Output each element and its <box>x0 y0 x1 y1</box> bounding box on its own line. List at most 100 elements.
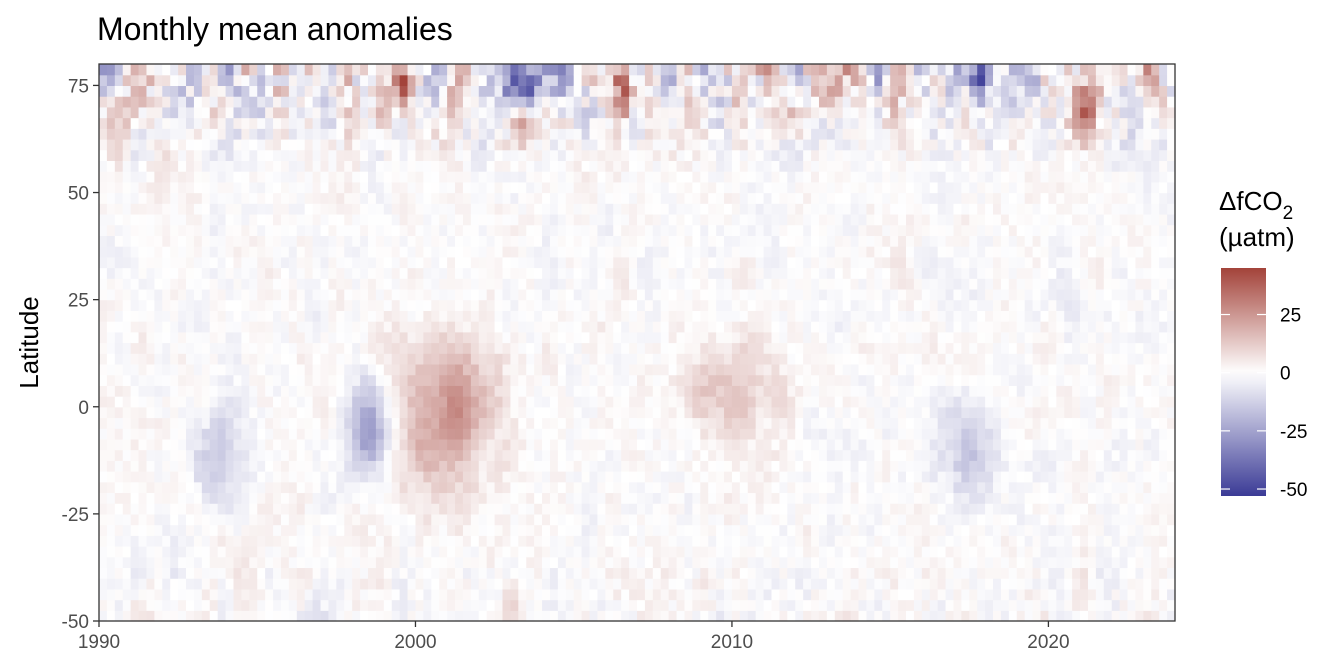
heatmap-cell <box>447 203 456 215</box>
heatmap-cell <box>407 374 417 386</box>
heatmap-cell <box>581 278 591 290</box>
heatmap-cell <box>186 74 195 87</box>
heatmap-cell <box>811 567 820 579</box>
heatmap-cell <box>502 74 512 87</box>
heatmap-cell <box>106 481 116 494</box>
heatmap-cell <box>470 299 480 311</box>
heatmap-cell <box>668 310 678 322</box>
heatmap-cell <box>455 213 464 226</box>
heatmap-cell <box>391 192 401 204</box>
heatmap-cell <box>747 578 757 590</box>
heatmap-cell <box>296 535 306 547</box>
heatmap-cell <box>209 256 219 269</box>
heatmap-cell <box>407 224 417 236</box>
heatmap-cell <box>818 181 828 194</box>
heatmap-cell <box>288 588 298 601</box>
heatmap-cell <box>565 406 575 419</box>
heatmap-cell <box>146 278 155 290</box>
heatmap-cell <box>470 374 480 386</box>
heatmap-cell <box>597 288 606 301</box>
heatmap-cell <box>130 578 140 590</box>
heatmap-cell <box>225 406 235 419</box>
heatmap-cell <box>747 181 757 194</box>
heatmap-cell <box>739 503 749 515</box>
heatmap-cell <box>383 310 393 322</box>
heatmap-cell <box>644 171 654 183</box>
heatmap-cell <box>273 192 282 204</box>
heatmap-cell <box>771 546 781 558</box>
heatmap-cell <box>193 203 203 215</box>
heatmap-cell <box>549 374 559 386</box>
heatmap-cell <box>154 449 163 461</box>
heatmap-cell <box>787 396 796 408</box>
heatmap-cell <box>811 374 820 386</box>
heatmap-cell <box>510 149 519 161</box>
heatmap-cell <box>510 578 519 590</box>
heatmap-cell <box>431 310 440 322</box>
heatmap-cell <box>122 481 132 494</box>
heatmap-cell <box>534 85 543 97</box>
heatmap-cell <box>692 535 701 547</box>
heatmap-cell <box>106 138 116 151</box>
heatmap-cell <box>138 256 148 269</box>
heatmap-cell <box>462 106 472 119</box>
heatmap-cell <box>296 599 306 611</box>
heatmap-cell <box>241 513 250 526</box>
heatmap-cell <box>478 460 488 472</box>
heatmap-cell <box>209 106 219 119</box>
heatmap-cell <box>178 610 187 622</box>
heatmap-cell <box>826 396 836 408</box>
heatmap-cell <box>597 599 606 611</box>
heatmap-cell <box>106 203 116 215</box>
heatmap-cell <box>225 567 235 579</box>
heatmap-cell <box>257 256 266 269</box>
heatmap-cell <box>803 428 812 440</box>
heatmap-cell <box>344 256 353 269</box>
heatmap-cell <box>589 246 599 258</box>
heatmap-cell <box>217 588 227 601</box>
heatmap-cell <box>668 149 678 161</box>
heatmap-cell <box>787 278 796 290</box>
heatmap-cell <box>811 481 820 494</box>
heatmap-cell <box>708 492 717 504</box>
heatmap-cell <box>637 546 646 558</box>
heatmap-cell <box>312 85 322 97</box>
heatmap-cell <box>249 578 258 590</box>
heatmap-cell <box>518 406 527 419</box>
heatmap-cell <box>834 149 844 161</box>
heatmap-cell <box>138 64 148 76</box>
heatmap-cell <box>328 406 337 419</box>
heatmap-cell <box>162 556 171 569</box>
heatmap-cell <box>201 406 211 419</box>
heatmap-cell <box>320 213 330 226</box>
heatmap-cell <box>312 546 322 558</box>
heatmap-cell <box>257 224 266 236</box>
heatmap-cell <box>320 503 330 515</box>
heatmap-cell <box>613 556 622 569</box>
heatmap-cell <box>360 396 369 408</box>
heatmap-cell <box>391 567 401 579</box>
heatmap-cell <box>676 610 686 622</box>
heatmap-cell <box>811 524 820 536</box>
heatmap-cell <box>193 246 203 258</box>
heatmap-cell <box>162 503 171 515</box>
heatmap-cell <box>360 610 369 622</box>
heatmap-cell <box>336 471 345 483</box>
heatmap-cell <box>731 428 741 440</box>
heatmap-cell <box>201 481 211 494</box>
heatmap-cell <box>336 578 345 590</box>
heatmap-cell <box>478 535 488 547</box>
heatmap-cell <box>771 524 781 536</box>
heatmap-cell <box>225 513 235 526</box>
heatmap-cell <box>597 224 606 236</box>
heatmap-cell <box>201 128 211 140</box>
heatmap-cell <box>383 396 393 408</box>
heatmap-cell <box>296 149 306 161</box>
heatmap-cell <box>534 546 543 558</box>
heatmap-cell <box>565 363 575 376</box>
heatmap-cell <box>399 503 409 515</box>
heatmap-cell <box>241 246 250 258</box>
heatmap-cell <box>692 310 701 322</box>
heatmap-cell <box>304 524 314 536</box>
heatmap-cell <box>154 138 163 151</box>
